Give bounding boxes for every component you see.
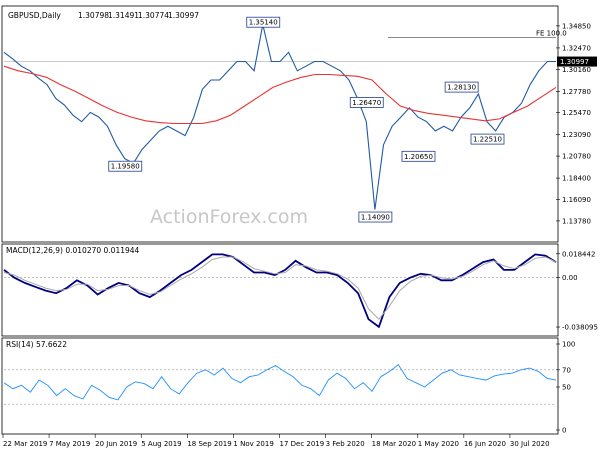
- x-tick-label: 5 Aug 2019: [141, 440, 181, 448]
- price-annotation-label: 1.20650: [404, 153, 433, 161]
- price-annotation: 1.22510: [470, 133, 505, 145]
- price-y-tick: 1.16090: [556, 196, 591, 204]
- rsi-y-tick: 50: [556, 384, 571, 392]
- rsi-line: [3, 363, 557, 401]
- moving-average-line: [3, 65, 557, 125]
- macd-y-tick-label: 0.00: [562, 274, 578, 282]
- x-tick-label: 20 Jun 2019: [95, 440, 137, 448]
- x-tick-label: 30 Jul 2020: [510, 440, 550, 448]
- x-tick-label: 22 Mar 2019: [3, 440, 47, 448]
- x-tick: 17 Dec 2019: [279, 434, 325, 448]
- price-panel-frame: [1, 5, 559, 243]
- x-tick: 18 Mar 2020: [371, 434, 416, 448]
- x-tick-label: 18 Mar 2020: [372, 440, 416, 448]
- price-y-tick-label: 1.32470: [562, 44, 591, 52]
- price-y-tick: 1.30160: [556, 66, 591, 74]
- x-tick: 22 Mar 2019: [2, 434, 47, 448]
- x-tick-label: 1 Nov 2019: [233, 440, 273, 448]
- price-y-tick: 1.32470: [556, 44, 591, 52]
- price-y-tick: 1.20780: [556, 153, 591, 161]
- rsi-y-tick: 100: [556, 341, 575, 349]
- fe-label: FE 100.0: [536, 29, 567, 37]
- price-y-tick-label: 1.23090: [562, 131, 591, 139]
- price-y-tick-label: 1.30160: [562, 66, 591, 74]
- x-tick-label: 1 May 2020: [418, 440, 459, 448]
- rsi-y-tick-label: 70: [562, 366, 571, 374]
- x-tick: 5 Aug 2019: [140, 434, 182, 448]
- macd-line: [3, 253, 557, 329]
- x-tick-label: 17 Dec 2019: [280, 440, 325, 448]
- price-y-tick: 1.13780: [556, 217, 591, 225]
- price-annotation: 1.14090: [358, 211, 393, 223]
- rsi-y-tick-label: 0: [562, 427, 566, 435]
- x-tick-label: 3 Feb 2020: [326, 440, 365, 448]
- x-tick: 18 Sep 2019: [187, 434, 232, 448]
- price-annotation-label: 1.22510: [473, 136, 502, 144]
- price-open: 1.30798: [78, 11, 109, 20]
- price-y-tick-label: 1.25470: [562, 109, 591, 117]
- price-annotation-label: 1.14090: [361, 214, 390, 222]
- watermark-text: ActionForex.com: [150, 206, 308, 228]
- macd-y-tick: 0.00: [556, 274, 578, 282]
- rsi-panel-frame: [1, 337, 559, 435]
- price-annotation: 1.26470: [349, 97, 384, 108]
- price-y-tick-label: 1.34850: [562, 22, 591, 30]
- x-tick: 7 May 2019: [48, 434, 90, 448]
- price-y-tick: 1.27780: [556, 88, 591, 96]
- price-series-line: [3, 24, 556, 210]
- current-price-label: 1.30997: [560, 58, 589, 66]
- current-price-badge: [557, 56, 597, 67]
- price-annotation: 1.19580: [108, 160, 143, 172]
- rsi-layer: 100 70 50 0: [3, 341, 575, 435]
- price-y-tick-label: 1.13780: [562, 217, 591, 225]
- price-y-tick-label: 1.20780: [562, 153, 591, 161]
- macd-layer: 0.018442 0.00 -0.038095: [3, 250, 598, 332]
- price-annotation: 1.28130: [444, 81, 479, 93]
- x-tick: 3 Feb 2020: [325, 434, 365, 448]
- macd-y-tick-label: 0.018442: [562, 250, 595, 258]
- axes-layer: 22 Mar 2019 7 May 2019 20 Jun 2019 5 Aug 20…: [2, 434, 550, 448]
- x-tick-label: 18 Sep 2019: [187, 440, 231, 448]
- rsi-y-tick-label: 50: [562, 384, 571, 392]
- rsi-y-tick: 70: [556, 366, 571, 374]
- price-y-tick-label: 1.18400: [562, 175, 591, 183]
- x-tick-label: 7 May 2019: [49, 440, 90, 448]
- x-tick-label: 16 Jun 2020: [464, 440, 506, 448]
- macd-signal-line: [3, 256, 557, 320]
- macd-title: MACD(12,26,9) 0.010270 0.011944: [6, 246, 140, 255]
- price-annotation-label: 1.19580: [111, 163, 140, 171]
- x-tick: 1 May 2020: [417, 434, 459, 448]
- x-tick: 1 Nov 2019: [233, 434, 274, 448]
- rsi-y-tick-label: 100: [562, 341, 575, 349]
- price-y-tick: 1.34850: [556, 22, 591, 30]
- rsi-y-tick: 0: [556, 427, 566, 435]
- rsi-title: RSI(14) 57.6622: [6, 340, 67, 349]
- price-annotation-label: 1.26470: [352, 99, 381, 107]
- macd-y-tick: 0.018442: [556, 250, 595, 258]
- price-y-tick: 1.25470: [556, 109, 591, 117]
- macd-panel-frame: [1, 243, 559, 337]
- price-y-tick-label: 1.16090: [562, 196, 591, 204]
- price-annotation-label: 1.35140: [249, 19, 278, 27]
- x-tick: 16 Jun 2020: [463, 434, 506, 448]
- price-high: 1.31491: [108, 11, 139, 20]
- x-tick: 20 Jun 2019: [94, 434, 137, 448]
- price-annotation-label: 1.28130: [447, 84, 476, 92]
- price-y-tick: 1.18400: [556, 175, 591, 183]
- price-y-tick: 1.23090: [556, 131, 591, 139]
- price-y-tick-label: 1.27780: [562, 88, 591, 96]
- macd-y-tick: -0.038095: [556, 324, 598, 332]
- x-tick: 30 Jul 2020: [509, 434, 550, 448]
- macd-y-tick-label: -0.038095: [562, 324, 598, 332]
- price-annotation: 1.20650: [401, 150, 436, 162]
- price-title: GBPUSD,Daily: [8, 11, 61, 20]
- price-close: 1.30997: [168, 11, 199, 20]
- price-annotation: 1.35140: [246, 16, 281, 28]
- price-low: 1.30774: [138, 11, 169, 20]
- price-layer: 1.34850 1.32470 1.30160 1.27780 1.25470 1.230…: [3, 16, 597, 225]
